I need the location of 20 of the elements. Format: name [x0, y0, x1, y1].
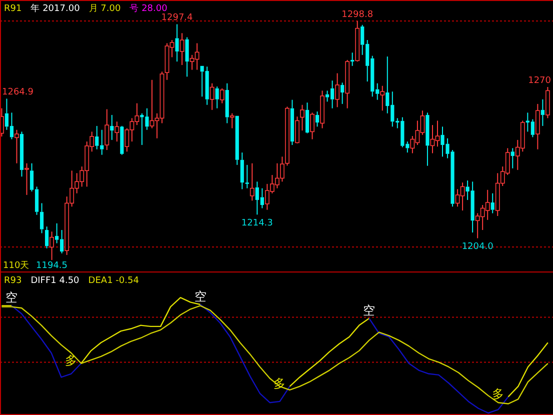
annotation: 1297.4: [161, 13, 194, 24]
text: DEA1 -0.54: [88, 276, 140, 286]
text: DIFF1 4.50: [30, 276, 80, 286]
annotation: 1270: [528, 76, 552, 86]
annotation: 1264.9: [2, 88, 34, 98]
text: R93: [4, 276, 22, 286]
annotation: 空: [6, 290, 18, 305]
annotation: 1214.3: [241, 218, 273, 229]
text: 号 28.00: [130, 3, 168, 14]
annotation: 1204.0: [462, 242, 494, 252]
text: 110天: [3, 260, 30, 271]
annotation: 1194.5: [36, 261, 68, 271]
annotation: 空: [363, 303, 376, 318]
text: 月 7.00: [88, 4, 121, 14]
annotation: 多: [65, 353, 78, 368]
text: R91: [4, 4, 22, 14]
annotation: 多: [492, 386, 504, 401]
annotation: 1298.8: [342, 10, 374, 20]
annotation: 空: [194, 290, 206, 304]
text: 年 2017.00: [30, 3, 80, 14]
